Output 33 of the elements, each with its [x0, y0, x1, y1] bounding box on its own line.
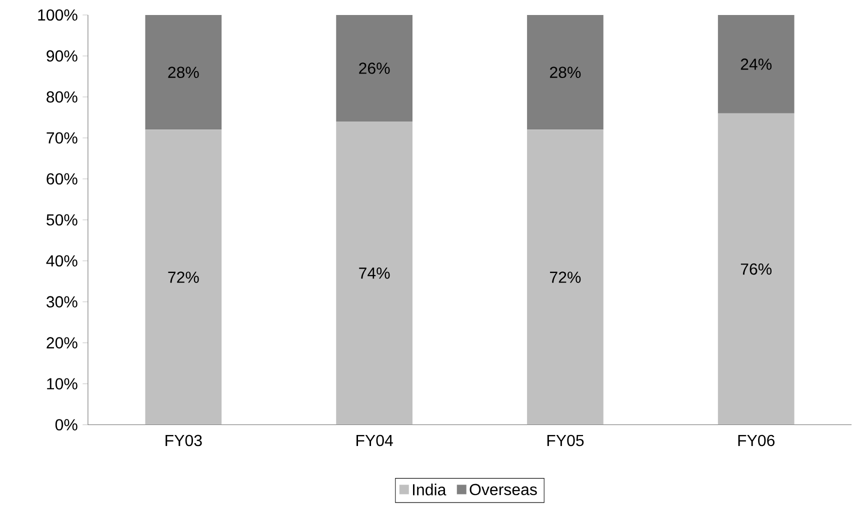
- bar: [718, 113, 794, 425]
- data-label: 28%: [168, 66, 199, 78]
- bar: [145, 130, 222, 425]
- x-tick-label: FY04: [356, 434, 393, 446]
- y-tick-label: 70%: [46, 132, 78, 144]
- y-tick-label: 20%: [46, 337, 78, 349]
- legend-label: Overseas: [470, 484, 537, 496]
- bar: [336, 122, 412, 425]
- x-tick-label: FY05: [547, 434, 584, 446]
- data-label: 26%: [359, 62, 390, 74]
- x-tick-label: FY06: [738, 434, 775, 446]
- data-label: 72%: [550, 272, 581, 283]
- data-label: 76%: [740, 264, 772, 275]
- legend-label: India: [413, 484, 446, 496]
- bar: [527, 130, 604, 425]
- y-tick-label: 0%: [55, 419, 78, 431]
- y-tick-label: 40%: [46, 255, 78, 267]
- y-tick-label: 60%: [46, 173, 78, 185]
- x-tick-label: FY03: [166, 434, 202, 446]
- bar: [527, 15, 604, 130]
- y-tick-label: 90%: [46, 50, 78, 62]
- y-tick-label: 10%: [47, 378, 78, 390]
- data-label: 28%: [550, 66, 581, 78]
- data-label: 74%: [359, 268, 390, 279]
- y-tick-label: 30%: [46, 296, 78, 308]
- data-label: 24%: [740, 58, 772, 70]
- bar: [336, 15, 412, 122]
- data-label: 72%: [168, 272, 199, 283]
- y-tick-label: 50%: [46, 214, 78, 226]
- bar: [145, 15, 222, 130]
- bar: [718, 15, 794, 114]
- y-tick-label: 100%: [38, 9, 78, 21]
- y-tick-label: 80%: [46, 91, 78, 103]
